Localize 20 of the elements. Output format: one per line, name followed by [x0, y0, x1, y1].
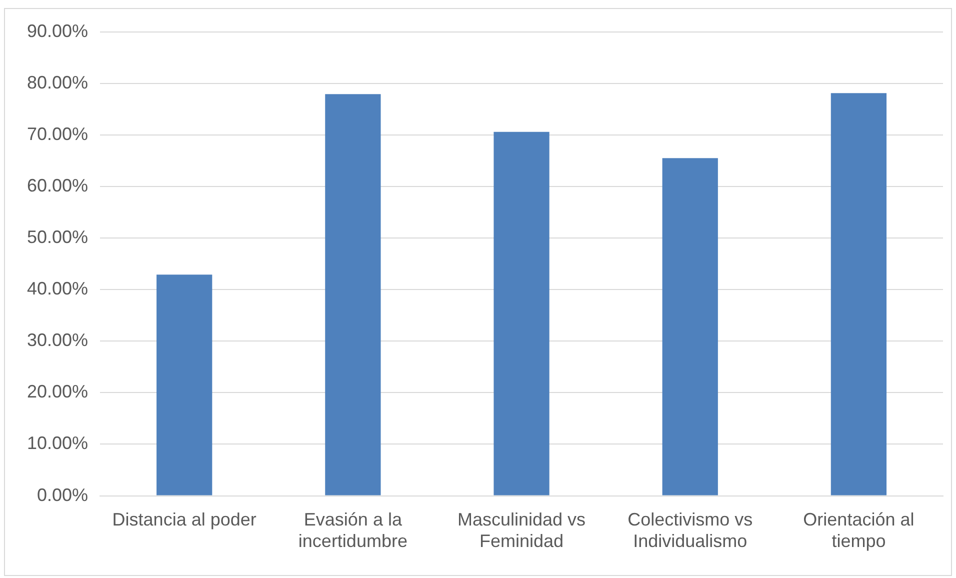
x-tick-label: Masculinidad vs Feminidad — [457, 510, 586, 552]
x-tick-label: Orientación al tiempo — [803, 510, 914, 552]
x-tick-label: Distancia al poder — [112, 510, 256, 530]
bar — [494, 132, 550, 496]
bar — [156, 274, 212, 496]
y-tick-label: 50.00% — [26, 226, 88, 247]
y-tick-label: 80.00% — [26, 72, 88, 92]
bar — [325, 94, 381, 496]
y-tick-label: 10.00% — [26, 433, 88, 454]
bar — [830, 93, 887, 496]
y-tick-label: 0.00% — [37, 484, 88, 505]
y-tick-label: 40.00% — [26, 278, 88, 299]
y-tick-label: 70.00% — [26, 124, 88, 144]
bar — [662, 158, 718, 496]
x-tick-label: Colectivismo vs Individualismo — [628, 510, 753, 552]
y-tick-label: 90.00% — [26, 20, 88, 41]
x-tick-label: Evasión a la incertidumbre — [298, 510, 408, 552]
y-tick-label: 60.00% — [26, 175, 88, 196]
y-tick-label: 20.00% — [26, 382, 88, 402]
y-tick-label: 30.00% — [26, 330, 88, 350]
